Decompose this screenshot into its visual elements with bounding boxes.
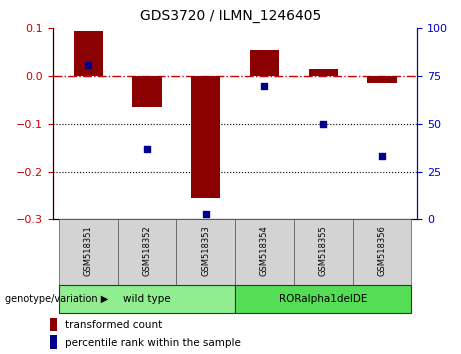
Text: transformed count: transformed count	[65, 320, 162, 330]
Text: GSM518355: GSM518355	[319, 225, 328, 276]
Text: GSM518356: GSM518356	[378, 225, 386, 276]
Bar	[118, 219, 177, 285]
Bar	[50, 335, 57, 349]
Point	[378, 154, 386, 159]
Bar	[59, 219, 118, 285]
Bar	[308, 69, 338, 76]
Bar	[59, 285, 235, 313]
Bar	[74, 31, 103, 76]
Point	[143, 146, 151, 152]
Bar	[250, 50, 279, 76]
Bar	[294, 219, 353, 285]
Text: GSM518354: GSM518354	[260, 225, 269, 276]
Bar	[235, 285, 411, 313]
Text: GDS3720 / ILMN_1246405: GDS3720 / ILMN_1246405	[140, 9, 321, 23]
Text: GSM518351: GSM518351	[84, 225, 93, 276]
Bar	[367, 76, 396, 83]
Bar	[353, 219, 411, 285]
Text: wild type: wild type	[123, 294, 171, 304]
Text: RORalpha1delDE: RORalpha1delDE	[279, 294, 367, 304]
Bar	[177, 219, 235, 285]
Text: genotype/variation ▶: genotype/variation ▶	[5, 294, 108, 304]
Text: GSM518352: GSM518352	[142, 225, 152, 276]
Point	[261, 83, 268, 88]
Point	[84, 62, 92, 68]
Point	[202, 211, 209, 217]
Bar	[235, 219, 294, 285]
Text: GSM518353: GSM518353	[201, 225, 210, 276]
Bar	[191, 76, 220, 198]
Point	[319, 121, 327, 127]
Bar	[50, 318, 57, 331]
Text: percentile rank within the sample: percentile rank within the sample	[65, 338, 241, 348]
Bar	[132, 76, 162, 107]
